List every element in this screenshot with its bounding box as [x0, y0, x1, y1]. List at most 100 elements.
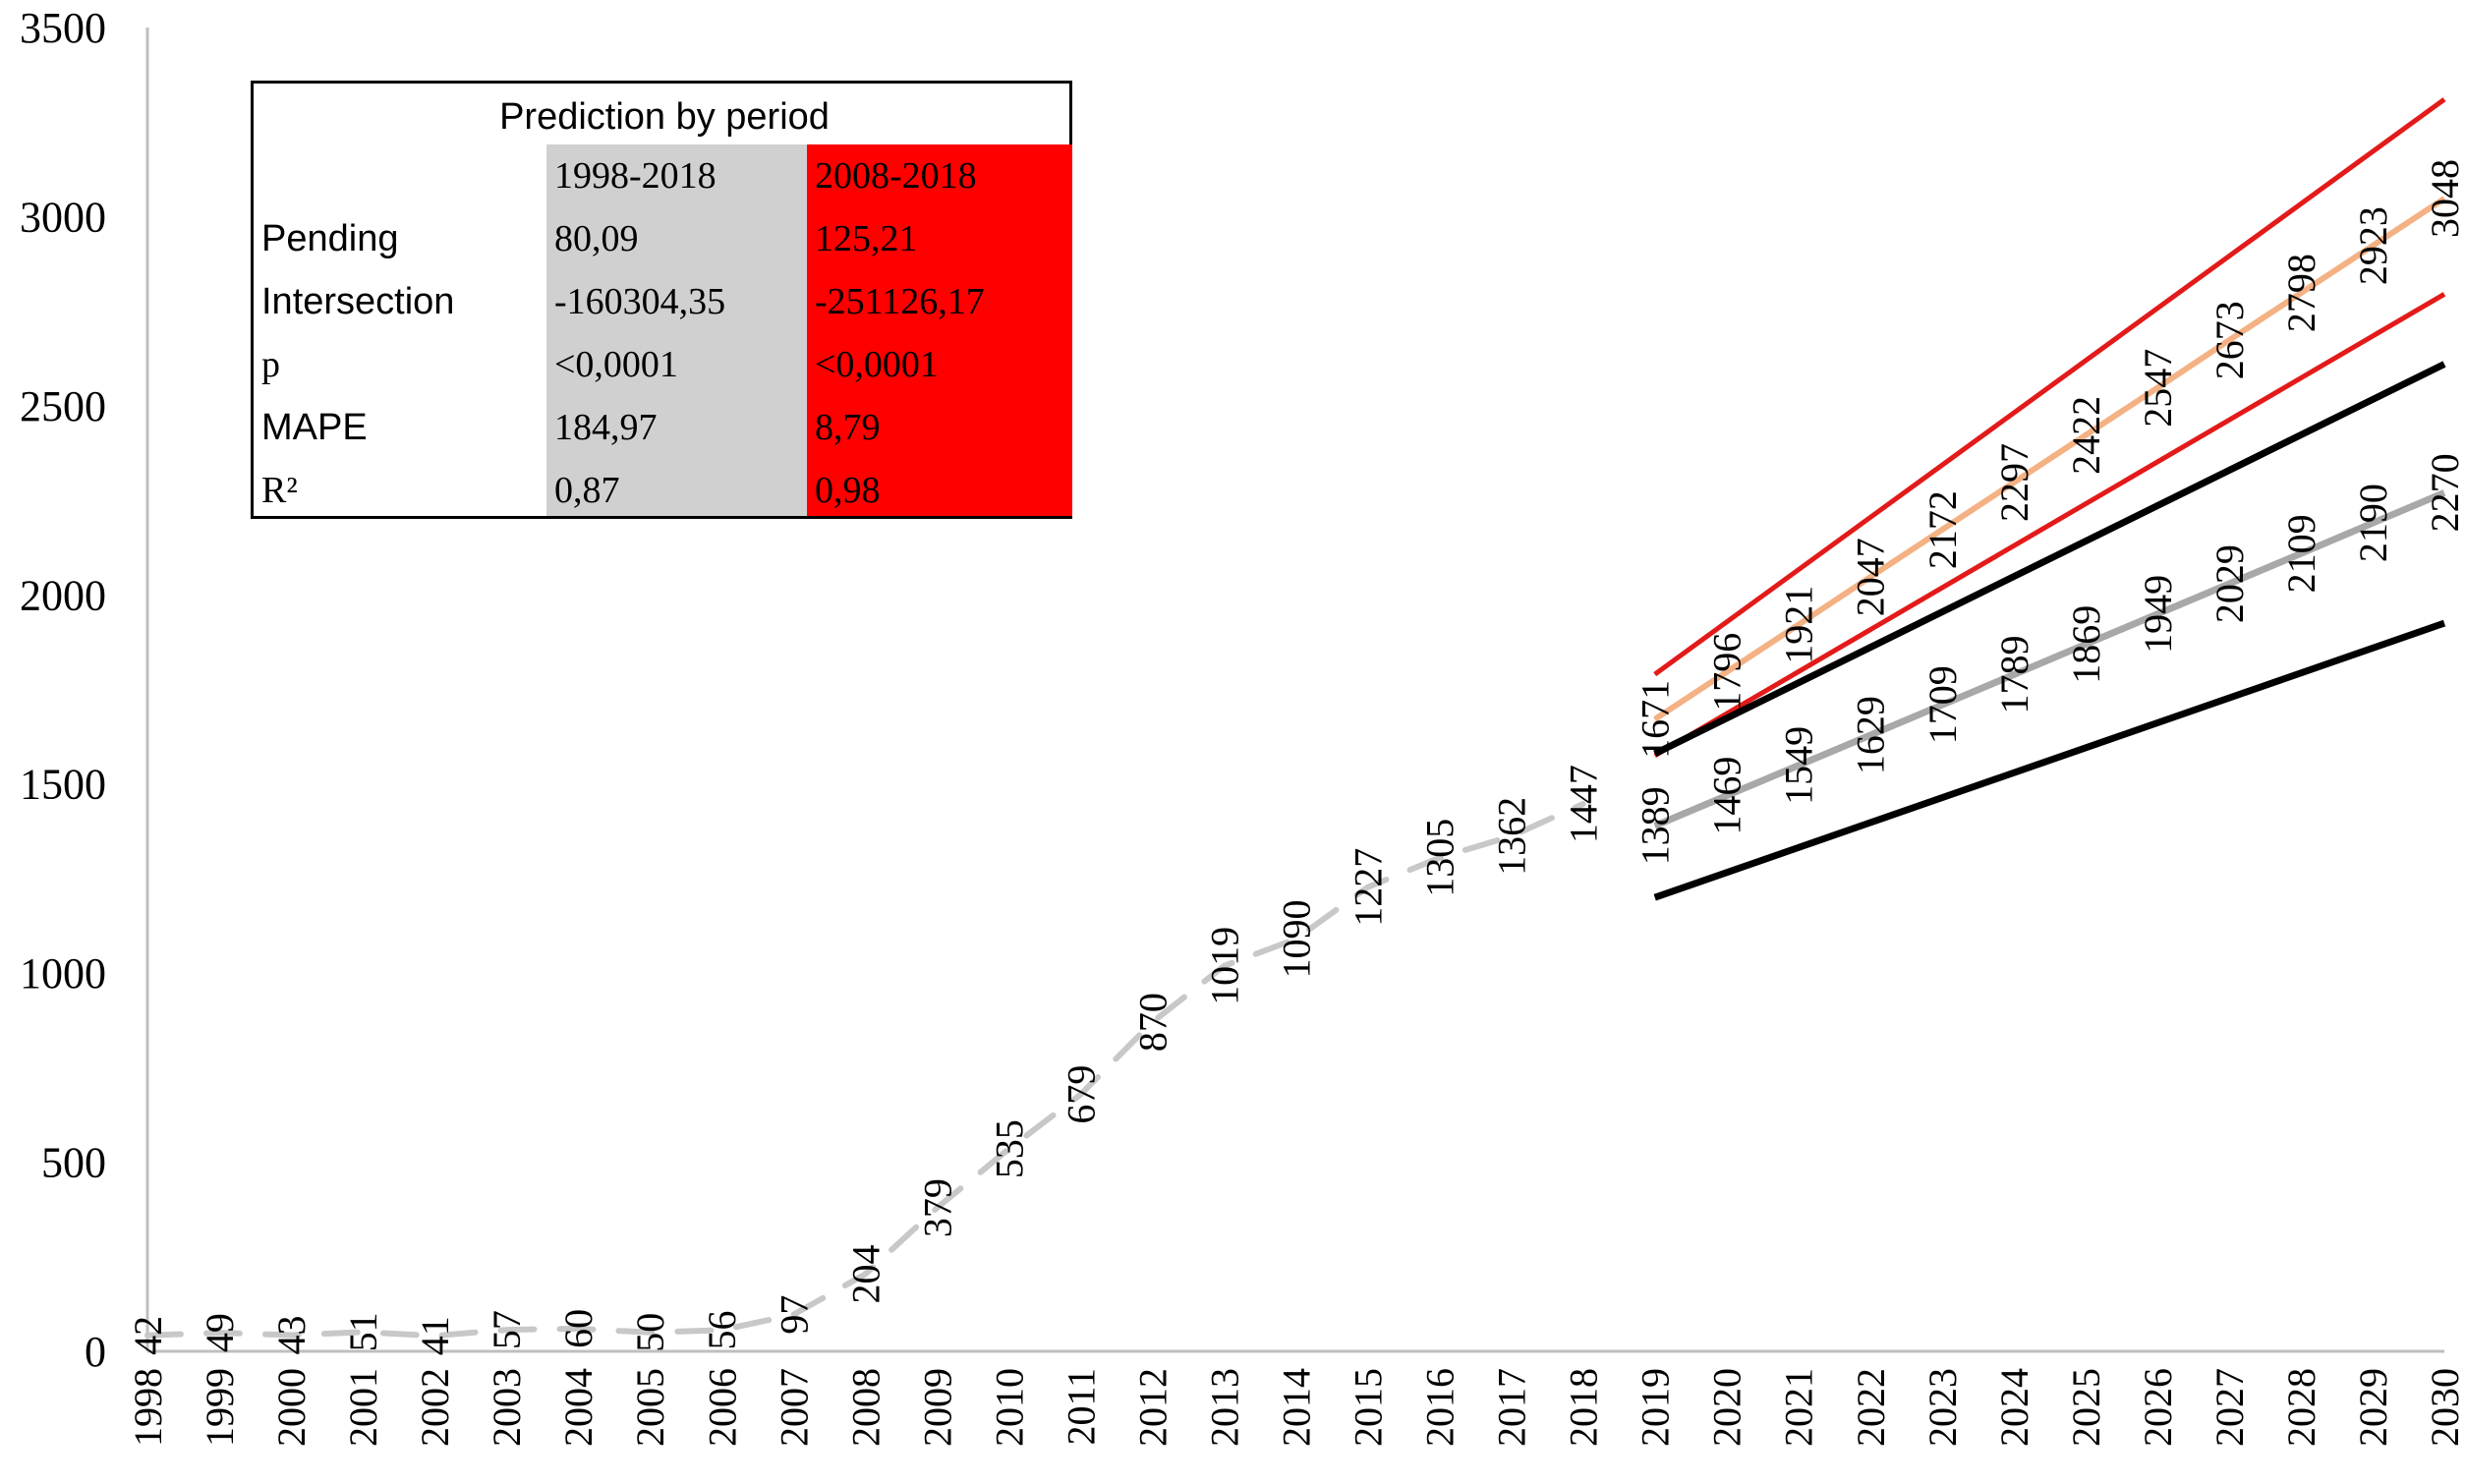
data-label: 1227 — [1347, 848, 1391, 927]
x-tick-label: 2021 — [1777, 1368, 1821, 1447]
series-line-3 — [1653, 97, 2446, 677]
x-tick-label: 2004 — [556, 1368, 601, 1447]
row-value-a: 184,97 — [554, 407, 658, 448]
data-label: 1949 — [2136, 575, 2180, 654]
table-row-mape: MAPE 184,97 8,79 — [254, 396, 1069, 459]
series-line-2 — [1653, 196, 2446, 722]
x-tick-label: 2025 — [2064, 1368, 2108, 1447]
x-tick-label: 2001 — [341, 1368, 385, 1447]
data-label: 2047 — [1849, 538, 1893, 616]
series-line-4 — [1653, 292, 2446, 759]
table-row-p: p <0,0001 <0,0001 — [254, 333, 1069, 396]
data-label: 1869 — [2064, 605, 2108, 684]
data-label: 679 — [1059, 1065, 1103, 1124]
data-label: 2798 — [2279, 254, 2323, 332]
data-label: 2109 — [2279, 514, 2323, 593]
row-value-a: -160304,35 — [554, 281, 726, 322]
x-tick-label: 2022 — [1849, 1368, 1893, 1447]
row-label: p — [261, 344, 280, 385]
col-a-header: 1998-2018 — [554, 155, 717, 197]
data-label: 43 — [269, 1315, 314, 1354]
data-label: 57 — [485, 1310, 529, 1349]
table-header-row: 1998-2018 2008-2018 — [254, 144, 1069, 207]
data-label: 535 — [987, 1119, 1031, 1178]
data-label: 1389 — [1634, 786, 1678, 865]
x-tick-label: 2009 — [915, 1368, 959, 1447]
x-tick-label: 2014 — [1275, 1368, 1319, 1447]
x-tick-label: 2012 — [1130, 1368, 1175, 1447]
data-label: 97 — [772, 1295, 816, 1335]
data-label: 42 — [126, 1316, 170, 1355]
row-label: Pending — [261, 218, 399, 259]
data-label: 2673 — [2207, 301, 2252, 379]
data-label: 2172 — [1920, 490, 1965, 569]
x-tick-label: 1998 — [126, 1368, 170, 1447]
x-tick-label: 2027 — [2207, 1368, 2252, 1447]
prediction-table: Prediction by period 1998-2018 2008-2018… — [251, 81, 1072, 519]
row-value-a: <0,0001 — [554, 344, 678, 385]
x-tick-label: 2023 — [1920, 1368, 1965, 1447]
row-value-b: 0,98 — [815, 470, 881, 511]
data-label: 2029 — [2207, 544, 2252, 623]
row-label: R² — [261, 470, 298, 511]
data-label: 3048 — [2423, 159, 2465, 238]
x-tick-label: 2003 — [485, 1368, 529, 1447]
x-tick-label: 2026 — [2136, 1368, 2180, 1447]
data-label: 379 — [915, 1178, 959, 1237]
data-label: 50 — [628, 1313, 672, 1352]
x-tick-label: 2006 — [700, 1368, 744, 1447]
x-tick-label: 2028 — [2279, 1368, 2323, 1447]
row-value-a: 80,09 — [554, 218, 639, 259]
x-tick-label: 2015 — [1347, 1368, 1391, 1447]
table-title: Prediction by period — [499, 96, 830, 138]
y-tick-label: 2500 — [20, 382, 106, 430]
series-line-1 — [1653, 489, 2446, 829]
data-label: 1469 — [1705, 757, 1749, 835]
data-label: 1709 — [1920, 665, 1965, 744]
data-labels: 42 49 43 51 41 57 60 50 56 97 204 379 535 679 870 1019 1… — [126, 159, 2465, 1355]
data-label: 49 — [198, 1313, 242, 1352]
data-label: 1090 — [1275, 900, 1319, 979]
data-label: 1019 — [1202, 927, 1246, 1005]
y-tick-label: 0 — [85, 1328, 106, 1376]
y-tick-label: 3500 — [20, 4, 106, 52]
x-tick-label: 2020 — [1705, 1368, 1749, 1447]
x-tick-label: 2005 — [628, 1368, 672, 1447]
row-value-b: -251126,17 — [815, 281, 985, 322]
table-row-r2: R² 0,87 0,98 — [254, 459, 1069, 522]
data-label: 51 — [341, 1312, 385, 1351]
x-tick-label: 2000 — [269, 1368, 314, 1447]
data-label: 2547 — [2136, 349, 2180, 428]
x-tick-label: 2007 — [772, 1368, 816, 1447]
y-tick-label: 3000 — [20, 193, 106, 241]
data-label: 1447 — [1562, 765, 1606, 843]
col-1998-2018-background — [546, 144, 807, 516]
data-label: 1921 — [1777, 586, 1821, 664]
row-value-b: 8,79 — [815, 407, 881, 448]
col-2008-2018-background — [807, 144, 1072, 516]
data-label: 1305 — [1418, 819, 1462, 897]
x-tick-label: 2008 — [843, 1368, 888, 1447]
data-label: 1362 — [1490, 797, 1534, 876]
row-value-b: 125,21 — [815, 218, 918, 259]
data-label: 41 — [413, 1316, 457, 1355]
x-tick-label: 2017 — [1490, 1368, 1534, 1447]
data-label: 1796 — [1705, 633, 1749, 712]
y-tick-label: 500 — [41, 1139, 106, 1187]
row-label: MAPE — [261, 407, 368, 448]
table-row-intersection: Intersection -160304,35 -251126,17 — [254, 270, 1069, 333]
x-tick-label: 2010 — [987, 1368, 1031, 1447]
data-label: 2297 — [1992, 443, 2036, 522]
x-tick-label: 2013 — [1202, 1368, 1246, 1447]
data-label: 1549 — [1777, 726, 1821, 805]
x-tick-label: 2002 — [413, 1368, 457, 1447]
y-tick-label: 1500 — [20, 761, 106, 809]
axes: 0 500 1000 1500 2000 2500 3000 3500 1998 1999 2000… — [20, 4, 2465, 1447]
data-label: 870 — [1130, 993, 1175, 1052]
data-label: 56 — [700, 1310, 744, 1349]
y-tick-label: 2000 — [20, 571, 106, 619]
x-tick-label: 2029 — [2351, 1368, 2395, 1447]
x-tick-label: 2018 — [1562, 1368, 1606, 1447]
row-value-b: <0,0001 — [815, 344, 939, 385]
